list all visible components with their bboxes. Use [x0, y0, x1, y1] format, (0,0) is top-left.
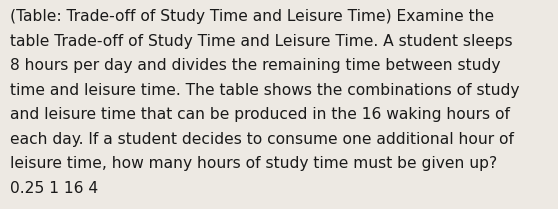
Text: (Table: Trade-off of Study Time and Leisure Time) Examine the: (Table: Trade-off of Study Time and Leis…: [10, 9, 494, 24]
Text: and leisure time that can be produced in the 16 waking hours of: and leisure time that can be produced in…: [10, 107, 510, 122]
Text: each day. If a student decides to consume one additional hour of: each day. If a student decides to consum…: [10, 132, 514, 147]
Text: 0.25 1 16 4: 0.25 1 16 4: [10, 181, 98, 196]
Text: table Trade-off of Study Time and Leisure Time. A student sleeps: table Trade-off of Study Time and Leisur…: [10, 34, 513, 49]
Text: leisure time, how many hours of study time must be given up?: leisure time, how many hours of study ti…: [10, 156, 497, 171]
Text: 8 hours per day and divides the remaining time between study: 8 hours per day and divides the remainin…: [10, 58, 501, 73]
Text: time and leisure time. The table shows the combinations of study: time and leisure time. The table shows t…: [10, 83, 519, 98]
